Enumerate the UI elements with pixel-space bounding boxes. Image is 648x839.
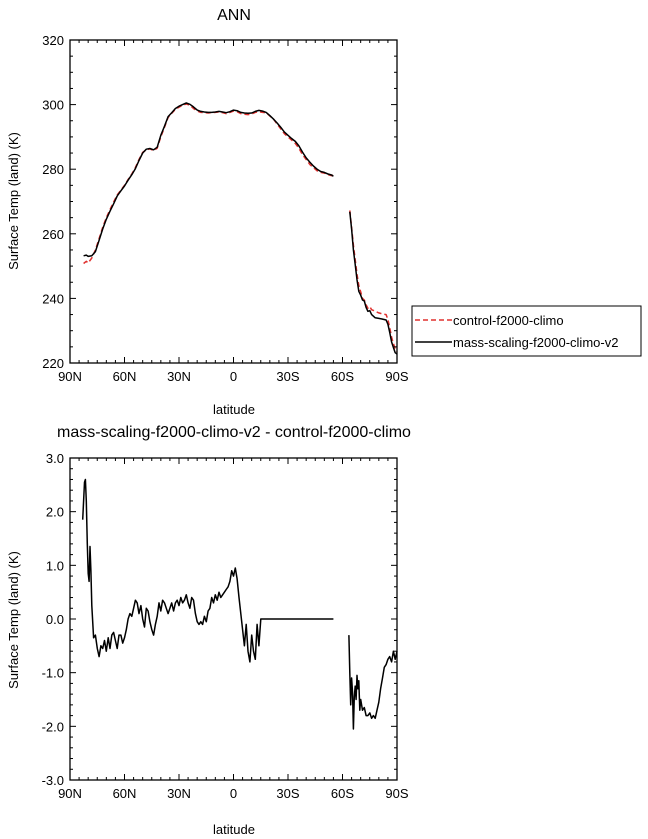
y-tick-label-1: 220 xyxy=(42,356,64,371)
y-tick-label-2: 1.0 xyxy=(46,558,64,573)
x-tick-label-1: 90N xyxy=(58,369,82,384)
x-tick-label-1: 90S xyxy=(385,369,408,384)
series-line-1-1 xyxy=(83,102,334,258)
series-line-1-3 xyxy=(349,211,398,355)
x-tick-label-1: 30S xyxy=(276,369,299,384)
x-tick-label-2: 90N xyxy=(58,786,82,801)
x-tick-label-1: 0 xyxy=(230,369,237,384)
y-tick-label-2: 2.0 xyxy=(46,505,64,520)
panel-1-ylabel: Surface Temp (land) (K) xyxy=(6,132,21,270)
y-tick-label-1: 280 xyxy=(42,162,64,177)
series-line-1-2 xyxy=(349,210,398,353)
panel-2-axes: 90N 60N 30N 0 30S 60S 90S -3.0 -2.0 -1.0 0.0 1.0 2.0… xyxy=(42,451,409,801)
y-tick-label-2: 3.0 xyxy=(46,451,64,466)
panel-2-series-group xyxy=(81,478,398,730)
panel-2-ylabel: Surface Temp (land) (K) xyxy=(6,551,21,689)
x-tick-label-2: 30S xyxy=(276,786,299,801)
x-tick-label-2: 90S xyxy=(385,786,408,801)
plot-frame-1 xyxy=(69,39,398,364)
x-tick-label-2: 0 xyxy=(230,786,237,801)
panel-2-title: mass-scaling-f2000-climo-v2 - control-f2… xyxy=(57,424,411,441)
legend-label-control: control-f2000-climo xyxy=(453,313,564,328)
panel-1-axes: 90N 60N 30N 0 30S 60S 90S 220 240 260 280 300 320 xyxy=(42,33,409,384)
plot-frame-2 xyxy=(69,457,398,781)
x-tick-label-2: 30N xyxy=(167,786,191,801)
series-line-1-0 xyxy=(83,103,334,265)
series-line-2-1 xyxy=(348,635,398,730)
y-tick-label-1: 240 xyxy=(42,291,64,306)
panel-1-legend: control-f2000-climo mass-scaling-f2000-c… xyxy=(411,305,642,357)
panel-2-xlabel: latitude xyxy=(213,822,255,837)
panel-1-xlabel: latitude xyxy=(213,402,255,417)
y-tick-label-2: -3.0 xyxy=(42,773,64,788)
y-tick-label-2: -2.0 xyxy=(42,719,64,734)
y-tick-label-1: 260 xyxy=(42,227,64,242)
y-tick-label-2: 0.0 xyxy=(46,612,64,627)
x-tick-label-1: 60N xyxy=(113,369,137,384)
panel-1-series-group xyxy=(83,102,398,355)
panel-1-title: ANN xyxy=(217,7,251,24)
y-tick-label-1: 320 xyxy=(42,33,64,48)
y-tick-label-1: 300 xyxy=(42,98,64,113)
x-tick-label-2: 60N xyxy=(113,786,137,801)
panel-mean-surface-temp: ANN Surface Temp (land) (K) latitude 90N… xyxy=(6,7,642,417)
y-tick-label-2: -1.0 xyxy=(42,666,64,681)
legend-box xyxy=(411,305,642,357)
x-tick-label-1: 60S xyxy=(331,369,354,384)
series-line-2-0 xyxy=(81,478,334,663)
panel-difference: mass-scaling-f2000-climo-v2 - control-f2… xyxy=(6,424,411,837)
x-tick-label-2: 60S xyxy=(331,786,354,801)
legend-label-mass-scaling: mass-scaling-f2000-climo-v2 xyxy=(453,335,618,350)
x-tick-label-1: 30N xyxy=(167,369,191,384)
